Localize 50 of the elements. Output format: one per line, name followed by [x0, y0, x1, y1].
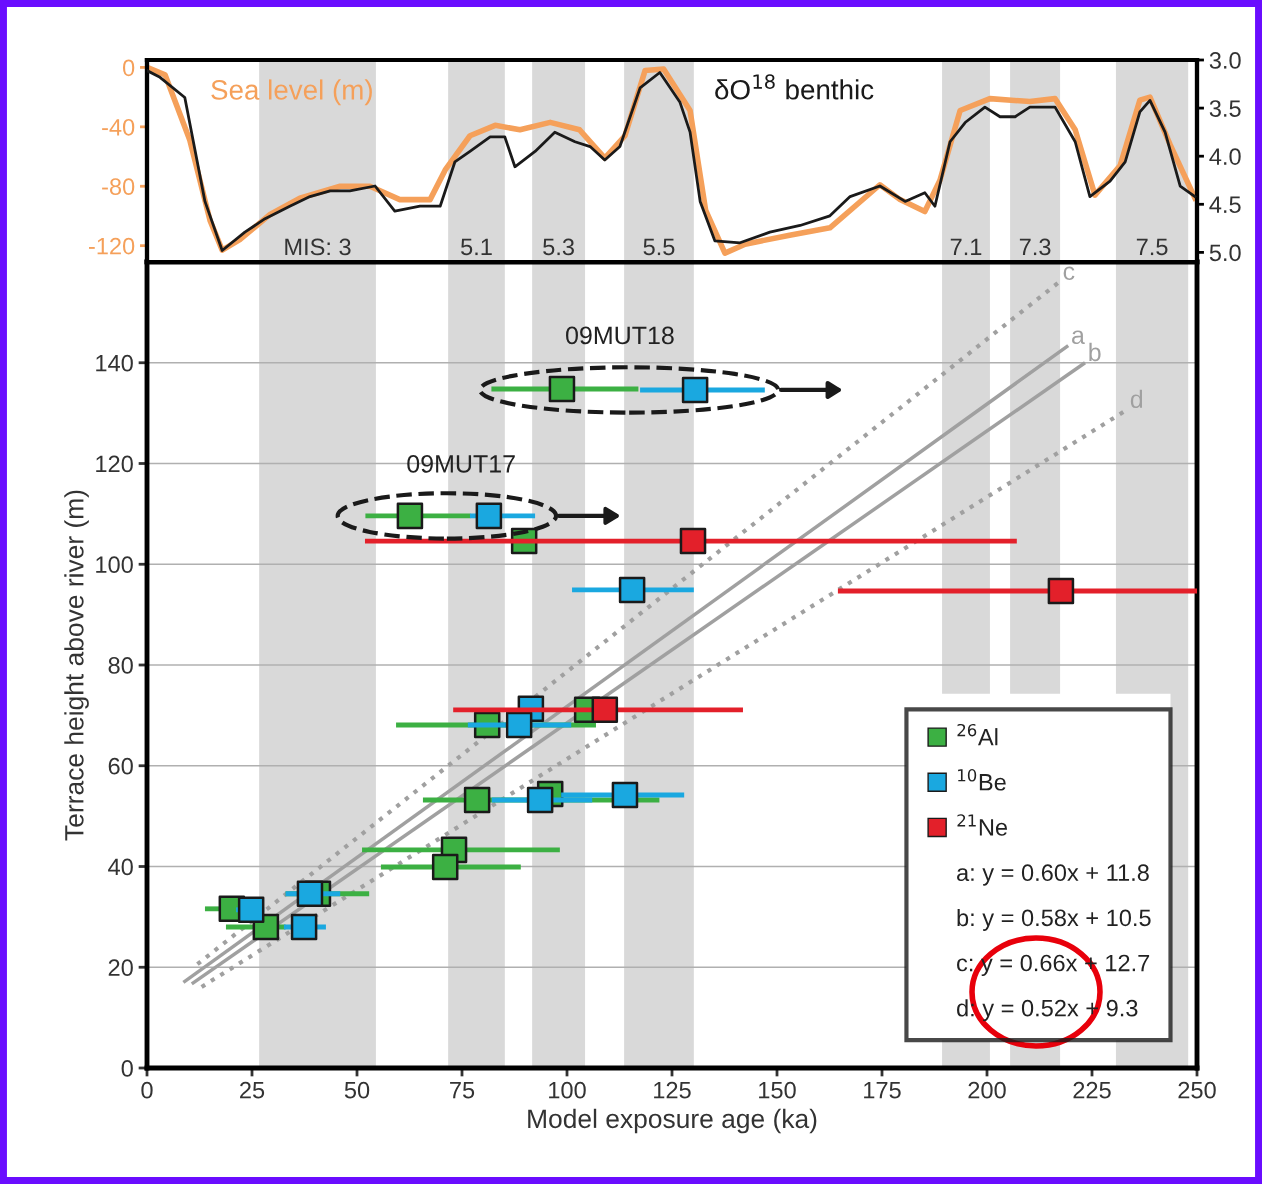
series-label: Sea level (m) — [211, 79, 372, 106]
y2-tick-label: 4.0 — [1209, 148, 1241, 165]
x-tick-label: 125 — [654, 1081, 691, 1099]
series-label: b — [1089, 342, 1101, 362]
x-tick-label: 25 — [240, 1081, 265, 1099]
x-tick-label: 75 — [450, 1082, 475, 1099]
series-label: d — [1130, 389, 1143, 409]
legend-label: $^{21}$Ne — [957, 814, 1008, 836]
y2-tick-label: 3.0 — [1209, 52, 1241, 69]
band-label: MIS: 3 — [285, 238, 351, 256]
annotation: b: y = 0.58x + 10.5 — [957, 908, 1151, 931]
y2-tick-label: 5.0 — [1209, 244, 1241, 262]
series-label: a — [1072, 330, 1085, 345]
y-tick-label: 40 — [108, 858, 133, 876]
y-tick-label: 100 — [96, 556, 133, 574]
x-tick-label: 150 — [759, 1081, 796, 1099]
series-label: c — [1063, 266, 1075, 281]
legend-label: $^{26}$Al — [957, 723, 998, 746]
annotation: 09MUT17 — [407, 455, 515, 473]
series-label: δO$^{18}$ benthic — [715, 74, 874, 100]
band-label: 5.3 — [543, 238, 574, 256]
x-axis-title: Model exposure age (ka) — [528, 1108, 817, 1134]
y-tick-label: -120 — [88, 237, 135, 255]
x-tick-label: 0 — [141, 1081, 153, 1099]
y-tick-label: -40 — [102, 118, 135, 136]
annotation: 09MUT18 — [566, 326, 674, 345]
x-tick-label: 175 — [864, 1082, 901, 1099]
y-tick-label: 140 — [96, 354, 133, 372]
x-tick-label: 50 — [344, 1081, 370, 1099]
y-tick-label: 20 — [108, 959, 133, 977]
y2-tick-label: 4.5 — [1209, 196, 1241, 214]
x-tick-label: 100 — [549, 1081, 586, 1099]
y-tick-label: 120 — [96, 455, 133, 473]
band-label: 7.3 — [1019, 238, 1051, 256]
band-label: 7.1 — [950, 238, 982, 256]
band-label: 7.5 — [1136, 238, 1168, 256]
y2-tick-label: 3.5 — [1209, 100, 1241, 117]
y-tick-label: 0 — [122, 59, 135, 77]
legend-label: $^{10}$Be — [958, 769, 1006, 791]
y-tick-label: -80 — [102, 178, 135, 196]
band-label: 5.5 — [643, 238, 675, 256]
y-tick-label: 60 — [108, 757, 133, 775]
x-tick-label: 200 — [968, 1081, 1006, 1099]
x-tick-label: 225 — [1073, 1081, 1111, 1099]
y-axis-title: Terrace height above river (m) — [64, 490, 89, 841]
band-label: 5.1 — [461, 238, 492, 256]
x-tick-label: 250 — [1178, 1081, 1216, 1099]
annotation: a: y = 0.60x + 11.8 — [957, 864, 1149, 886]
y-tick-label: 80 — [108, 657, 133, 674]
y-tick-label: 0 — [121, 1060, 133, 1077]
